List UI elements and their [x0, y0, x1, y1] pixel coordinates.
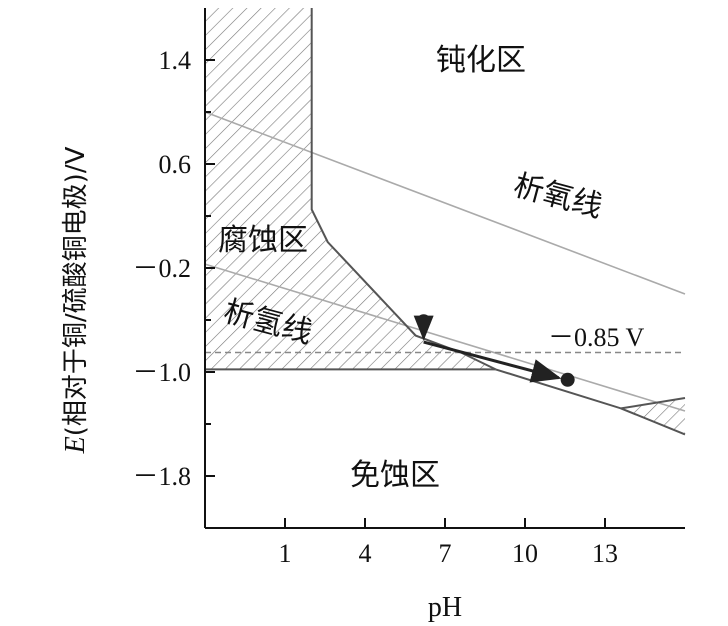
- corrosion-region-small: [621, 398, 685, 435]
- x-tick-label: 13: [592, 539, 618, 568]
- x-tick-label: 10: [512, 539, 538, 568]
- y-axis-title: E(相对于铜/硫酸铜电极)/V: [60, 146, 91, 454]
- y-axis-label-italic: E: [60, 436, 91, 454]
- end-point: [560, 372, 575, 387]
- svg-text:E(相对于铜/硫酸铜电极)/V: E(相对于铜/硫酸铜电极)/V: [60, 146, 91, 454]
- immunity-region-label: 免蚀区: [350, 458, 440, 493]
- immunity-boundary: [495, 368, 686, 410]
- x-tick-label: 4: [359, 539, 372, 568]
- y-axis-label-rest: (相对于铜/硫酸铜电极)/V: [61, 146, 91, 436]
- y-tick-label: －1.8: [132, 462, 191, 491]
- hydrogen-evolution-line: [204, 263, 686, 412]
- corrosion-region-label: 腐蚀区: [218, 223, 308, 258]
- corrosion-region: [205, 8, 496, 370]
- small-region-boundary: [620, 407, 686, 436]
- tick-marks: [205, 59, 606, 529]
- x-tick-label: 7: [439, 539, 452, 568]
- oxygen-line-label: 析氧线: [510, 168, 606, 225]
- y-tick-label: 0.6: [159, 150, 192, 179]
- arrow-diagonal: [423, 340, 562, 383]
- y-tick-label: －0.2: [132, 254, 191, 283]
- passivation-region-label: 钝化区: [436, 43, 526, 78]
- x-tick-label: 1: [279, 539, 292, 568]
- corrosion-boundary: [310, 8, 497, 371]
- y-tick-label: 1.4: [159, 46, 192, 75]
- reference-line-label: －0.85 V: [548, 323, 645, 352]
- oxygen-evolution-line: [204, 111, 686, 295]
- start-point: [416, 314, 431, 329]
- x-axis-label: pH: [428, 592, 462, 623]
- y-tick-label: －1.0: [132, 358, 191, 387]
